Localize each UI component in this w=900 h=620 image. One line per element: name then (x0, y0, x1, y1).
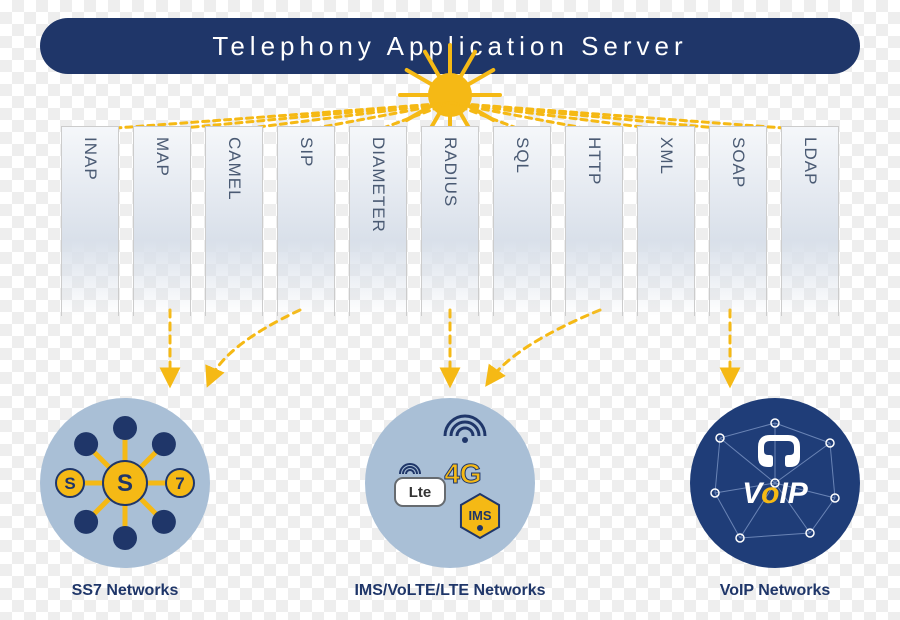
protocol-label: LDAP (800, 137, 820, 185)
protocol-label: HTTP (584, 137, 604, 185)
network-voip: VoIP VoIP Networks (690, 398, 860, 600)
protocol-label: SQL (512, 137, 532, 174)
protocol-label: RADIUS (440, 137, 460, 207)
protocol-map: MAP (133, 126, 191, 316)
ims-circle: Lte 4G IMS (365, 398, 535, 568)
protocol-label: SOAP (728, 137, 748, 188)
protocol-radius: RADIUS (421, 126, 479, 316)
svg-text:4G: 4G (444, 458, 481, 489)
protocol-ldap: LDAP (781, 126, 839, 316)
title-text: Telephony Application Server (212, 31, 687, 62)
protocol-label: SIP (296, 137, 316, 167)
ims-label: IMS/VoLTE/LTE Networks (354, 582, 545, 600)
svg-text:IMS: IMS (468, 508, 491, 523)
protocol-camel: CAMEL (205, 126, 263, 316)
protocol-row: INAP MAP CAMEL SIP DIAMETER RADIUS SQL HTTP XML S… (50, 126, 850, 316)
protocol-soap: SOAP (709, 126, 767, 316)
flow-arrows (170, 310, 730, 380)
svg-text:VoIP: VoIP (742, 477, 809, 510)
svg-text:7: 7 (175, 474, 184, 493)
svg-text:S: S (64, 474, 75, 493)
ss7-label: SS7 Networks (72, 582, 179, 600)
protocol-http: HTTP (565, 126, 623, 316)
protocol-inap: INAP (61, 126, 119, 316)
networks-row: 7 S S SS7 Networks Lte 4G IMS IMS/VoLTE/LTE … (40, 398, 860, 600)
voip-label: VoIP Networks (720, 582, 831, 600)
svg-text:Lte: Lte (409, 484, 432, 501)
ims-graphic: Lte 4G IMS (365, 398, 535, 568)
protocol-label: DIAMETER (368, 137, 388, 233)
protocol-diameter: DIAMETER (349, 126, 407, 316)
voip-graphic: VoIP (690, 398, 860, 568)
network-ims: Lte 4G IMS IMS/VoLTE/LTE Networks (354, 398, 545, 600)
svg-text:S: S (117, 470, 133, 497)
ss7-graphic: 7 S S (40, 398, 210, 568)
protocol-label: INAP (80, 137, 100, 181)
title-bar: Telephony Application Server (40, 18, 860, 74)
network-ss7: 7 S S SS7 Networks (40, 398, 210, 600)
ss7-circle: 7 S S (40, 398, 210, 568)
voip-circle: VoIP (690, 398, 860, 568)
protocol-label: CAMEL (224, 137, 244, 201)
protocol-label: MAP (152, 137, 172, 177)
protocol-label: XML (656, 137, 676, 175)
protocol-xml: XML (637, 126, 695, 316)
protocol-sql: SQL (493, 126, 551, 316)
protocol-sip: SIP (277, 126, 335, 316)
